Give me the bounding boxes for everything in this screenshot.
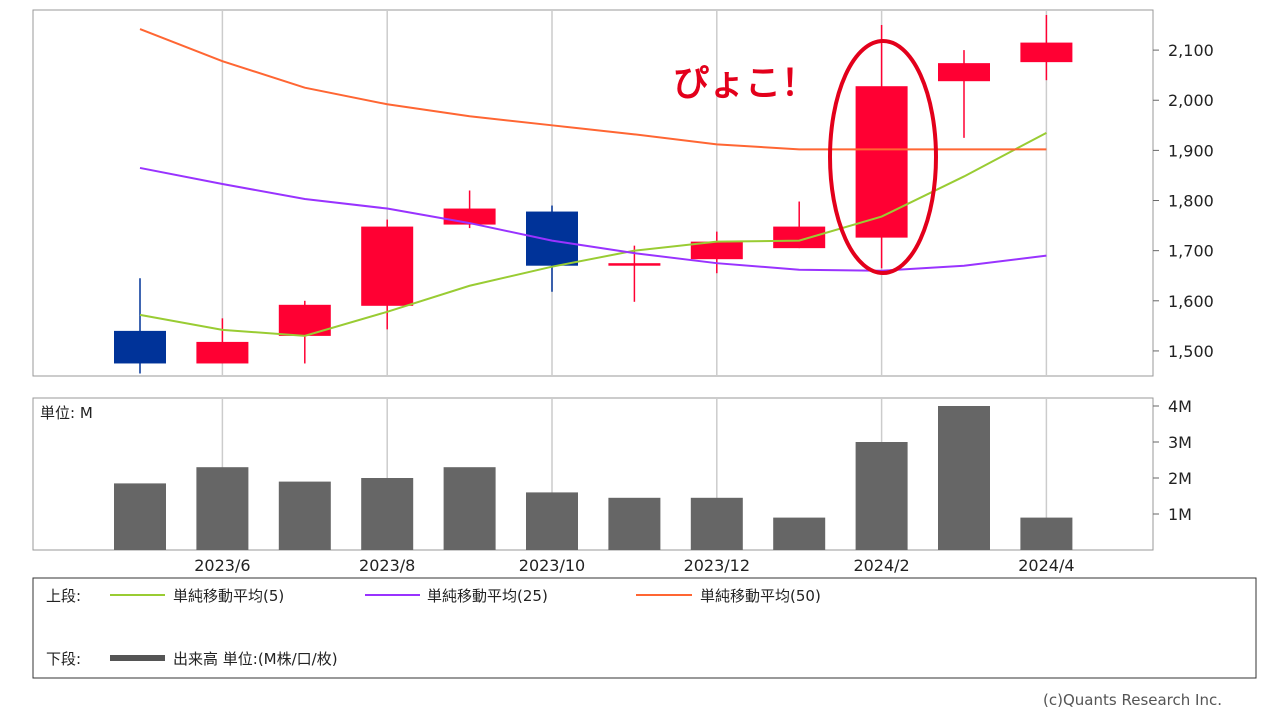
volume-bar — [361, 478, 414, 550]
candle-body — [1020, 42, 1073, 63]
price-tick-label: 1,800 — [1168, 192, 1214, 211]
candle — [690, 231, 743, 274]
ma-line-2 — [139, 28, 1047, 151]
price-tick-label: 1,700 — [1168, 242, 1214, 261]
volume-tick-label: 4M — [1168, 397, 1192, 416]
volume-bars — [114, 406, 1073, 550]
candle — [938, 50, 990, 138]
volume-bar — [196, 467, 249, 550]
candle — [1020, 15, 1073, 81]
annotation-text: ぴょこ！ — [673, 63, 817, 104]
price-axis: 1,500 1,600 1,700 1,800 1,900 2,000 2,100 — [1153, 41, 1214, 361]
candle-body — [608, 263, 661, 266]
ma-line-0 — [139, 131, 1047, 337]
candle-body — [690, 241, 743, 260]
legend-upper-label: 上段: — [46, 587, 81, 605]
candle-body — [361, 226, 414, 306]
volume-tick-label: 1M — [1168, 505, 1192, 524]
volume-bar — [773, 517, 826, 550]
legend-ma25-label: 単純移動平均(25) — [427, 587, 548, 605]
volume-bar — [443, 467, 496, 550]
candle-body — [855, 86, 908, 238]
x-axis: 2023/6 2023/8 2023/10 2023/12 2024/2 2024/4 — [194, 556, 1074, 575]
x-tick-label: 2024/4 — [1018, 556, 1074, 575]
volume-bar — [1020, 517, 1073, 550]
volume-bar — [526, 492, 578, 550]
copyright: (c)Quants Research Inc. — [1043, 691, 1222, 709]
candle — [114, 278, 166, 374]
volume-bar — [114, 483, 166, 550]
volume-bar — [938, 406, 990, 550]
volume-tick-label: 3M — [1168, 433, 1192, 452]
volume-bar — [690, 497, 743, 550]
x-tick-label: 2023/6 — [194, 556, 250, 575]
volume-bar — [855, 442, 908, 550]
legend-ma5-label: 単純移動平均(5) — [173, 587, 284, 605]
candle-body — [526, 211, 578, 266]
candlesticks — [114, 15, 1073, 374]
volume-bar — [278, 481, 331, 550]
volume-tick-label: 2M — [1168, 469, 1192, 488]
x-tick-label: 2023/10 — [519, 556, 585, 575]
legend-ma50-label: 単純移動平均(50) — [700, 587, 821, 605]
volume-unit-label: 単位: M — [40, 404, 93, 422]
price-tick-label: 1,500 — [1168, 342, 1214, 361]
price-tick-label: 1,900 — [1168, 141, 1214, 160]
legend-volume-label: 出来高 単位:(M株/口/枚) — [173, 650, 338, 668]
candle — [855, 25, 908, 269]
price-tick-label: 1,600 — [1168, 292, 1214, 311]
legend-volume-swatch — [110, 655, 165, 661]
candle — [608, 245, 661, 302]
candle-body — [114, 330, 166, 364]
x-tick-label: 2023/12 — [684, 556, 750, 575]
candle-body — [773, 226, 826, 249]
price-tick-label: 2,100 — [1168, 41, 1214, 60]
candle — [196, 318, 249, 364]
candle-body — [938, 63, 990, 82]
legend-lower-label: 下段: — [46, 650, 81, 668]
annotation-ellipse — [828, 39, 938, 275]
candle-body — [196, 341, 249, 364]
candle — [526, 205, 578, 292]
volume-axis: 1M 2M 3M 4M — [1153, 397, 1192, 524]
price-tick-label: 2,000 — [1168, 91, 1214, 110]
x-tick-label: 2024/2 — [853, 556, 909, 575]
x-tick-label: 2023/8 — [359, 556, 415, 575]
volume-bar — [608, 497, 661, 550]
